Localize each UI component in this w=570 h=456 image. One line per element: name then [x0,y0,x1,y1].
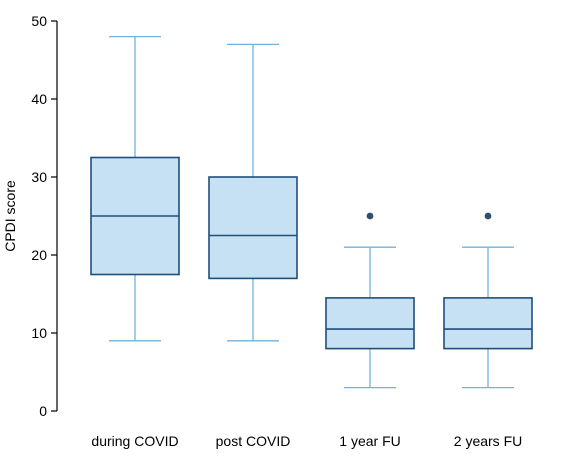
y-axis-title: CPDI score [2,180,18,252]
x-label-during-covid: during COVID [91,433,178,449]
iqr-box-1-year-fu [325,297,415,350]
outlier-1-year-fu-0 [366,212,374,220]
box-2-years-fu [443,212,533,389]
outlier-2-years-fu-0 [484,212,492,220]
box-post-covid [208,43,298,342]
box-1-year-fu [325,212,415,389]
x-label-post-covid: post COVID [216,433,291,449]
iqr-box-post-covid [208,176,298,280]
y-tick-label-0: 0 [39,403,47,419]
y-tick-label-40: 40 [31,91,47,107]
y-axis-ticks: 0 10 20 30 40 50 [31,13,57,419]
y-tick-label-30: 30 [31,169,47,185]
box-series [90,35,533,389]
x-label-2-years-fu: 2 years FU [454,433,522,449]
x-label-1-year-fu: 1 year FU [339,433,400,449]
y-tick-label-10: 10 [31,325,47,341]
iqr-box-2-years-fu [443,297,533,350]
box-during-covid [90,35,180,342]
y-tick-label-20: 20 [31,247,47,263]
y-tick-label-50: 50 [31,13,47,29]
x-axis-labels: during COVID post COVID 1 year FU 2 years F… [91,433,522,449]
